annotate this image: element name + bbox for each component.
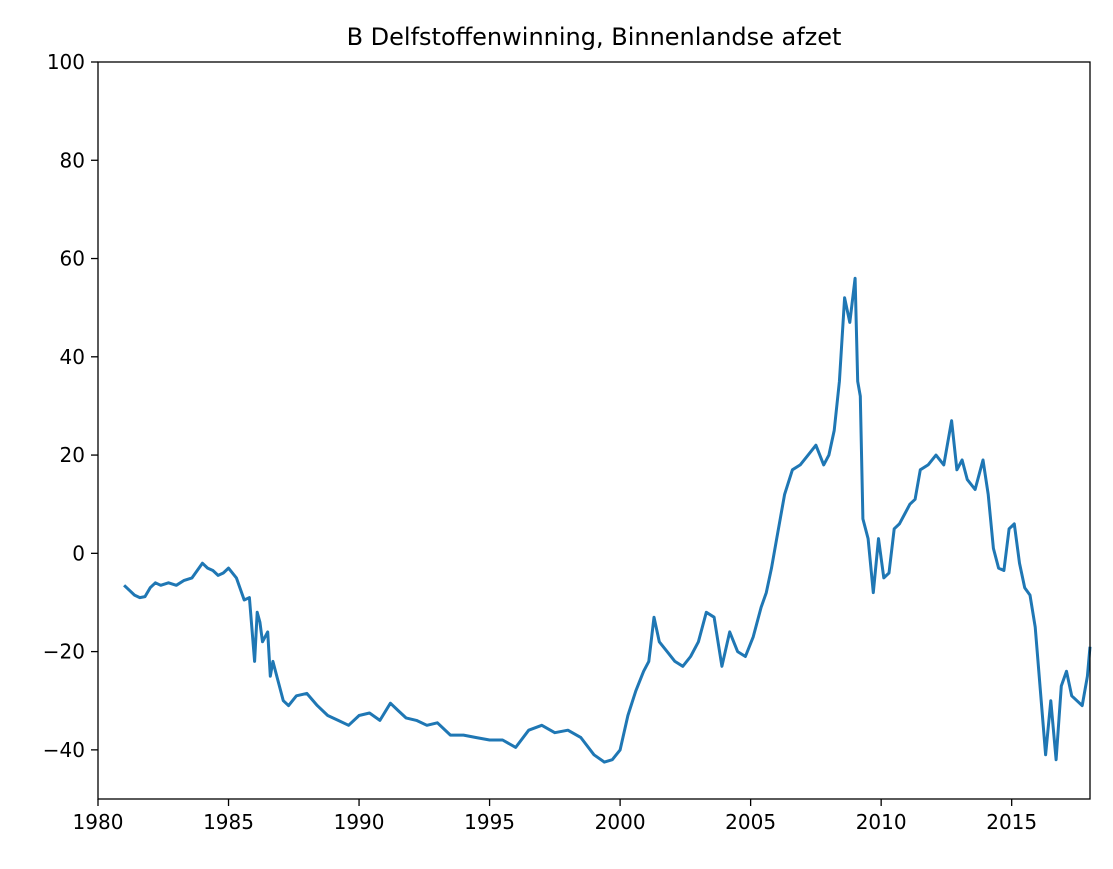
y-tick-label: 80 [60, 148, 85, 172]
x-tick-label: 1980 [73, 810, 124, 834]
y-tick-label: 0 [72, 541, 85, 565]
y-axis: −40 −20 0 20 40 60 80 100 [43, 50, 98, 762]
y-tick-label: 20 [60, 443, 85, 467]
x-axis: 1980 1985 1990 1995 2000 2005 2010 2015 [73, 799, 1037, 834]
x-tick-label: 1990 [334, 810, 385, 834]
x-tick-label: 2010 [856, 810, 907, 834]
y-tick-label: 60 [60, 247, 85, 271]
series-line [123, 276, 1092, 764]
x-tick-label: 1985 [203, 810, 254, 834]
chart-title: B Delfstoffenwinning, Binnenlandse afzet [347, 23, 842, 51]
plot-area [123, 276, 1092, 764]
x-tick-label: 2005 [725, 810, 776, 834]
x-tick-label: 1995 [464, 810, 515, 834]
x-tick-label: 2015 [986, 810, 1037, 834]
x-tick-label: 2000 [595, 810, 646, 834]
y-tick-label: −40 [43, 738, 85, 762]
y-tick-label: 40 [60, 345, 85, 369]
axes-frame [97, 61, 1091, 800]
y-tick-label: 100 [47, 50, 85, 74]
y-tick-label: −20 [43, 640, 85, 664]
